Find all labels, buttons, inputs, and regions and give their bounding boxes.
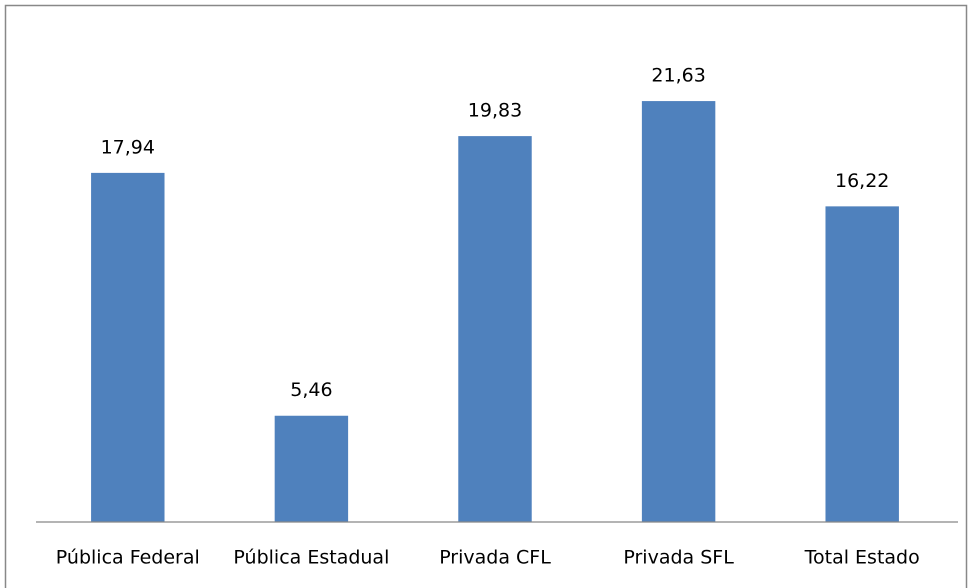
data-label: 19,83 (468, 100, 522, 122)
data-label: 16,22 (835, 170, 889, 192)
x-tick-label: Total Estado (804, 547, 920, 569)
bar (825, 206, 899, 522)
data-label: 5,46 (290, 379, 332, 401)
data-label: 21,63 (651, 65, 705, 87)
bar (274, 415, 349, 522)
x-tick-label: Privada CFL (439, 547, 551, 569)
bar (458, 136, 532, 522)
x-tick-label: Privada SFL (623, 547, 734, 569)
bar (91, 172, 165, 522)
data-label: 17,94 (101, 136, 155, 158)
bar (641, 101, 716, 522)
x-tick-label: Pública Estadual (233, 547, 389, 569)
x-tick-label: Pública Federal (56, 547, 200, 569)
